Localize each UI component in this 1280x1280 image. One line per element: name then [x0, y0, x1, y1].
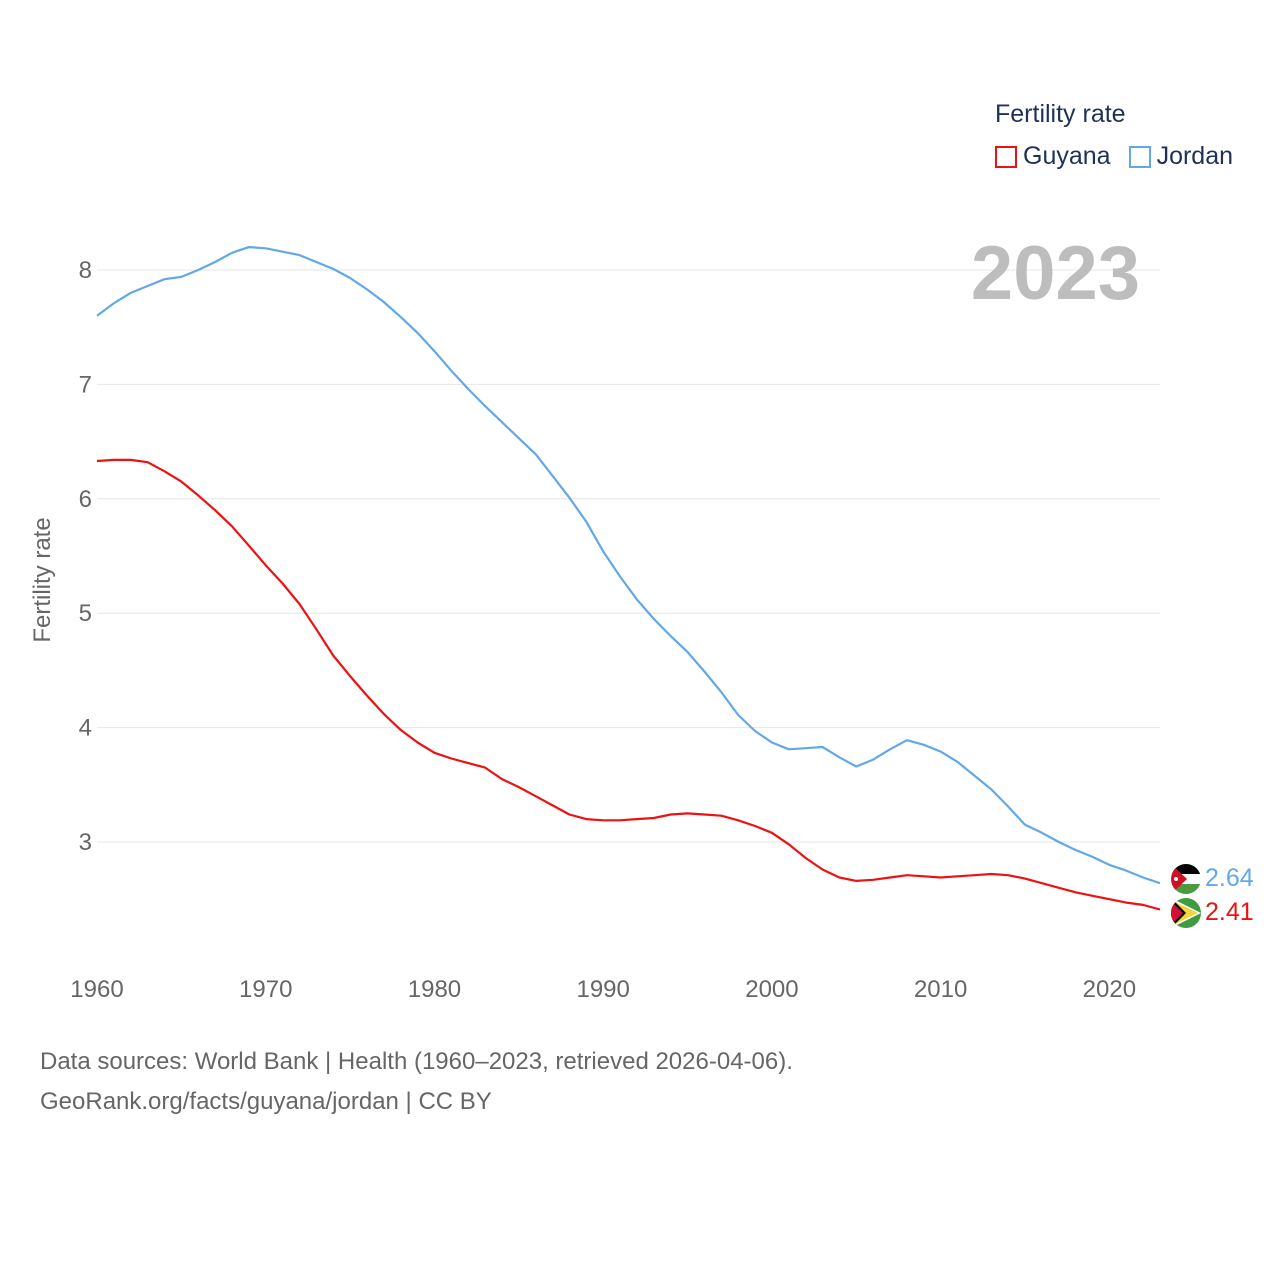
jordan-flag-icon — [1171, 864, 1201, 894]
jordan-end-value: 2.64 — [1205, 864, 1254, 892]
source-line-1: Data sources: World Bank | Health (1960–… — [40, 1048, 793, 1075]
series-line-jordan[interactable] — [96, 246, 1161, 885]
y-axis-ticks: 3 4 5 6 7 8 — [79, 257, 92, 856]
source-note: Data sources: World Bank | Health (1960–… — [40, 1042, 793, 1122]
x-tick-label: 2020 — [1083, 976, 1136, 1003]
source-line-2[interactable]: GeoRank.org/facts/guyana/jordan | CC BY — [40, 1088, 492, 1115]
series-line-guyana[interactable] — [96, 458, 1161, 911]
legend-item-guyana[interactable]: Guyana — [995, 142, 1111, 171]
legend-label-guyana: Guyana — [1023, 142, 1111, 170]
legend-item-jordan[interactable]: Jordan — [1128, 142, 1234, 171]
legend: Guyana Jordan — [995, 142, 1233, 171]
y-tick-label: 4 — [79, 715, 92, 742]
y-axis-label: Fertility rate — [29, 517, 56, 642]
grid-lines — [97, 269, 1160, 843]
x-axis-ticks: 1960 1970 1980 1990 2000 2010 2020 — [70, 976, 1136, 1003]
y-tick-label: 7 — [79, 371, 92, 398]
x-tick-label: 1990 — [576, 976, 629, 1003]
x-tick-label: 1960 — [70, 976, 123, 1003]
y-tick-label: 8 — [79, 257, 92, 284]
y-tick-label: 5 — [79, 600, 92, 627]
x-tick-label: 1980 — [408, 976, 461, 1003]
x-tick-label: 2000 — [745, 976, 798, 1003]
y-tick-label: 6 — [79, 486, 92, 513]
x-tick-label: 2010 — [914, 976, 967, 1003]
x-tick-label: 1970 — [239, 976, 292, 1003]
legend-label-jordan: Jordan — [1156, 142, 1234, 170]
guyana-end-value: 2.41 — [1205, 898, 1254, 926]
series-layer — [96, 246, 1161, 911]
year-watermark: 2023 — [971, 231, 1140, 316]
guyana-flag-icon — [1171, 898, 1201, 928]
y-tick-label: 3 — [79, 829, 92, 856]
legend-swatch-guyana — [995, 145, 1017, 168]
legend-title: Fertility rate — [995, 100, 1126, 128]
legend-swatch-jordan — [1128, 145, 1151, 168]
